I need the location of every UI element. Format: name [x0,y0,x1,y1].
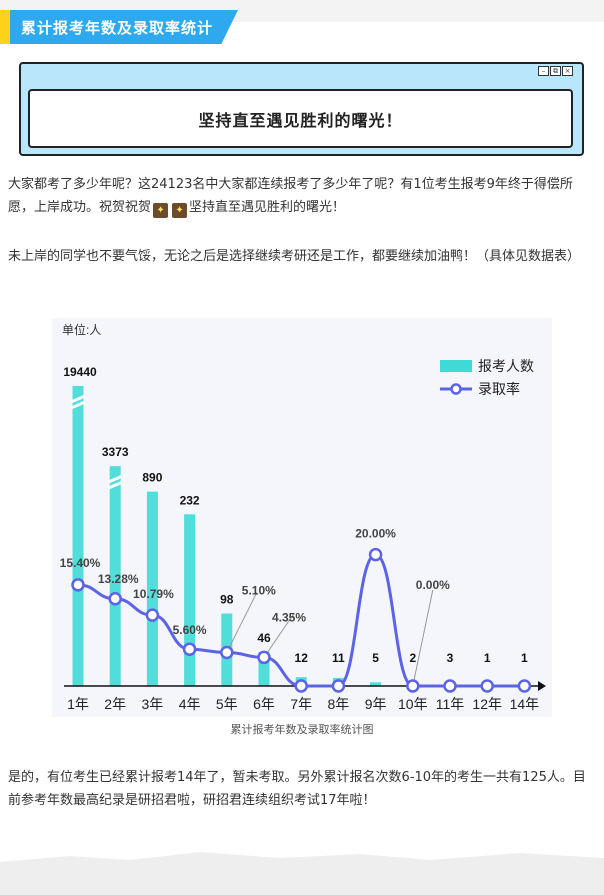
axis-break-mark [70,394,86,404]
rate-point [145,608,160,622]
x-tick-label: 6年 [253,696,275,712]
axis-break-mark [107,474,123,484]
bar-value-label: 1 [521,651,528,665]
rate-point [257,650,271,665]
annotation-leader [263,613,295,658]
paragraph-1-text: 大家都考了多少年呢？这24123名中大家都连续报考了多少年了呢？有1位考生报考9… [8,177,573,215]
axis-break-mark [70,400,86,410]
bar [109,466,121,686]
rate-point [331,679,346,693]
x-tick-label: 5年 [216,696,238,712]
x-tick-label: 2年 [104,696,126,712]
section-header: 累计报考年数及录取率统计 [0,10,238,44]
window-controls: – ⧉ × [538,66,573,76]
restore-icon[interactable]: ⧉ [550,66,561,76]
legend-line-marker [450,383,462,395]
bar-value-label: 232 [180,493,200,507]
annotation-leader [412,589,434,687]
axis-break-mark [107,480,123,490]
section-title: 累计报考年数及录取率统计 [21,19,214,37]
bar [146,491,158,686]
bottom-decoration [0,852,604,895]
x-tick-label: 4年 [179,696,201,712]
x-tick-label: 8年 [328,696,350,712]
x-tick-label: 10年 [398,696,428,712]
annotation-leader [226,592,258,653]
rate-point [406,679,420,693]
x-tick-label: 3年 [142,696,164,712]
rate-value-label: 13.28% [98,572,139,586]
paragraph-3: 是的，有位考生已经累计报考14年了，暂未考取。另外累计报名次数6-10年的考生一… [8,770,586,808]
rate-point [480,679,494,693]
rate-point [517,679,532,693]
x-tick-label: 12年 [472,696,502,712]
banner-box: 坚持直至遇见胜利的曙光！ [28,89,573,148]
banner-window: – ⧉ × 坚持直至遇见胜利的曙光！ [19,62,584,156]
rate-point [294,679,308,693]
bar [258,651,270,686]
bar-value-label: 1 [484,651,491,665]
bar [72,386,84,686]
bar-value-label: 3373 [102,445,129,459]
x-tick-label: 1年 [67,696,89,712]
bar [370,682,382,686]
banner-text: 坚持直至遇见胜利的曙光！ [198,110,403,130]
rate-point [108,592,122,606]
rate-point [71,578,85,592]
bar-value-label: 12 [295,651,309,665]
x-tick-label: 9年 [365,696,387,712]
paragraph-1-tail: 坚持直至遇见胜利的曙光！ [189,200,346,215]
rate-point [220,645,234,660]
x-axis-arrow [538,681,546,691]
bar-value-label: 2 [409,651,416,665]
rate-point [368,547,383,562]
bar-value-label: 19440 [63,365,97,379]
paragraph-1: 大家都考了多少年呢？这24123名中大家都连续报考了多少年了呢？有1位考生报考9… [8,173,598,219]
legend-line-label: 录取率 [478,381,520,397]
rate-value-label: 0.00% [416,578,450,592]
sparkle-icon: ✦ [153,203,169,218]
bar-value-label: 11 [332,651,345,665]
paragraph-2: 未上岸的同学也不要气馁，无论之后是选择继续考研还是工作，都要继续加油鸭！（具体见… [8,249,581,264]
rate-value-label: 4.35% [272,610,306,624]
unit-label: 单位:人 [62,322,101,337]
chart-caption: 累计报考年数及录取率统计图 [230,723,374,736]
minimize-icon[interactable]: – [538,66,549,76]
bar [184,514,196,686]
sparkle-icon: ✦ [172,203,188,218]
chart-area: 单位:人 19440 3373 890 232 98 46 12 11 5 2 3 1 1 1年 2年 3年 4年… [52,318,552,717]
x-tick-label: 7年 [290,696,312,712]
rate-value-label: 20.00% [355,527,396,541]
close-icon[interactable]: × [562,66,573,76]
legend-bar-label: 报考人数 [478,358,534,374]
x-tick-label: 11年 [436,696,465,712]
header-accent [0,10,10,44]
rate-value-label: 15.40% [60,556,101,570]
x-tick-label: 14年 [510,696,540,712]
rate-value-label: 10.79% [133,587,174,601]
rate-point [182,642,197,656]
legend-bar-swatch [440,360,472,372]
rate-value-label: 5.60% [173,623,207,637]
bar-value-label: 3 [447,651,454,665]
rate-value-label: 5.10% [242,583,276,597]
bar-value-label: 890 [142,471,162,485]
rate-point [443,679,457,693]
bar-value-label: 98 [220,592,234,606]
bar-value-label: 46 [257,631,271,645]
bar-value-label: 5 [372,651,379,665]
